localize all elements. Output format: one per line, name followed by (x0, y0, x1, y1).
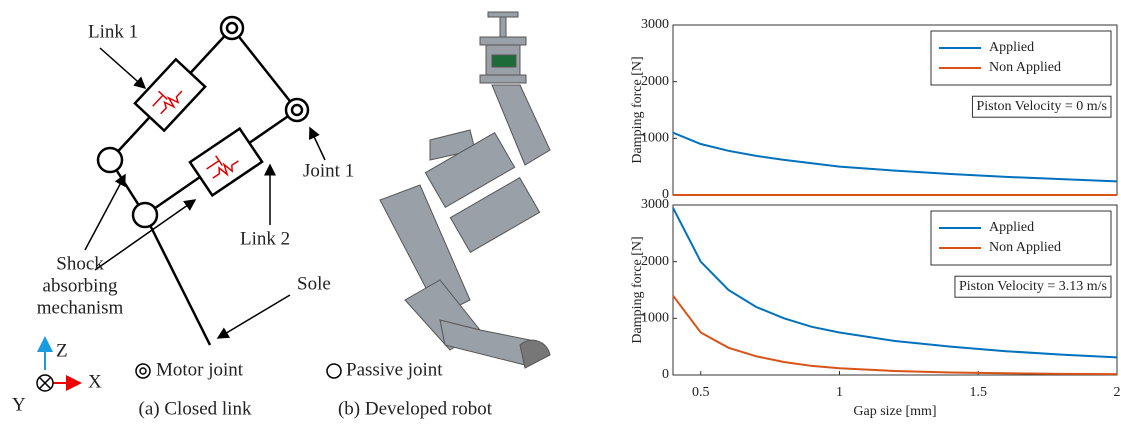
x-tick-label: 1 (836, 385, 843, 400)
label: Z (56, 340, 68, 361)
x-axis-label: Gap size [mm] (853, 404, 936, 419)
legend-label: Non Applied (989, 240, 1061, 255)
legend-box (931, 211, 1111, 265)
legend-label: Non Applied (989, 60, 1061, 75)
caption: (a) Closed link (139, 398, 252, 419)
y-tick-label: 3000 (641, 17, 669, 32)
y-tick-label: 0 (662, 367, 669, 382)
annotation: Piston Velocity = 0 m/s (976, 99, 1107, 114)
x-tick-label: 0.5 (692, 385, 710, 400)
caption: (b) Developed robot (338, 398, 493, 419)
robot (380, 12, 550, 368)
closed-link (98, 17, 308, 345)
y-tick-label: 3000 (641, 197, 669, 212)
y-axis-label: Damping force [N] (630, 236, 645, 343)
label: X (88, 371, 102, 392)
x-tick-label: 1.5 (970, 385, 988, 400)
label: Joint 1 (303, 160, 354, 181)
label: Sole (297, 273, 331, 294)
y-axis-label: Damping force [N] (630, 56, 645, 163)
label: Shock (56, 253, 104, 274)
figure: Link 1 Joint 1 Link 2 Shock absorbing me… (0, 0, 1121, 427)
label: Y (12, 394, 26, 415)
legend-label: Applied (989, 40, 1034, 55)
label: Link 1 (88, 21, 138, 42)
label: mechanism (37, 297, 124, 318)
legend-label: Motor joint (156, 359, 244, 380)
label: absorbing (43, 275, 118, 296)
legend-label: Passive joint (346, 359, 443, 380)
legend-label: Applied (989, 220, 1034, 235)
label: Link 2 (240, 228, 290, 249)
annotation: Piston Velocity = 3.13 m/s (959, 279, 1107, 294)
legend-box (931, 31, 1111, 85)
x-tick-label: 2 (1114, 385, 1121, 400)
